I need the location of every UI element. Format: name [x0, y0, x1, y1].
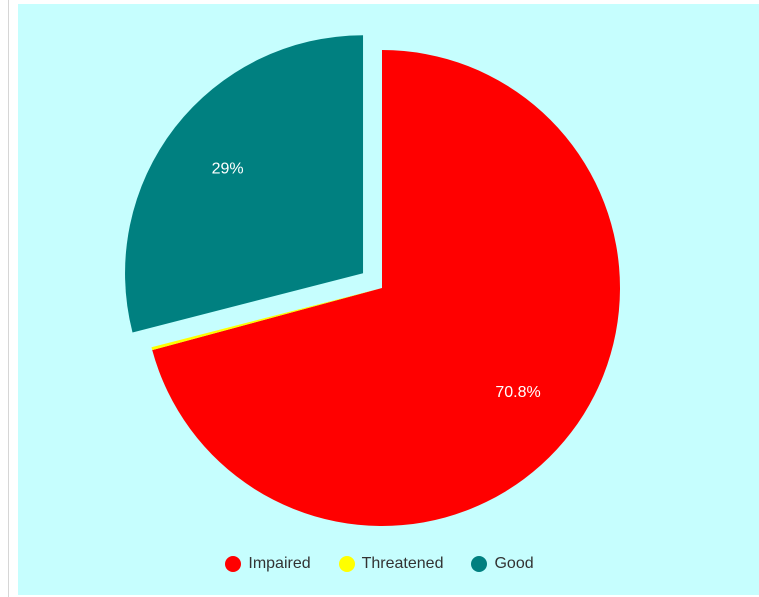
- left-divider: [8, 0, 9, 597]
- chart-legend: Impaired Threatened Good: [0, 551, 759, 577]
- data-label-good: 29%: [212, 160, 244, 177]
- pie-data-labels: 70.8% 29%: [212, 160, 541, 401]
- pie-slice-threatened[interactable]: [151, 288, 382, 351]
- pie-slice-good[interactable]: [125, 35, 364, 333]
- pie-slices: [125, 35, 620, 527]
- pie-slice-impaired[interactable]: [152, 50, 620, 527]
- legend-item-impaired[interactable]: Impaired: [225, 555, 311, 573]
- legend-swatch-good: [471, 556, 488, 572]
- legend-item-threatened[interactable]: Threatened: [338, 555, 444, 573]
- legend-item-good[interactable]: Good: [471, 555, 534, 573]
- legend-swatch-impaired: [225, 556, 242, 572]
- legend-label-good: Good: [494, 555, 534, 572]
- data-label-impaired: 70.8%: [495, 384, 540, 401]
- legend-label-impaired: Impaired: [248, 555, 311, 572]
- legend-label-threatened: Threatened: [361, 555, 444, 572]
- legend-swatch-threatened: [338, 556, 355, 572]
